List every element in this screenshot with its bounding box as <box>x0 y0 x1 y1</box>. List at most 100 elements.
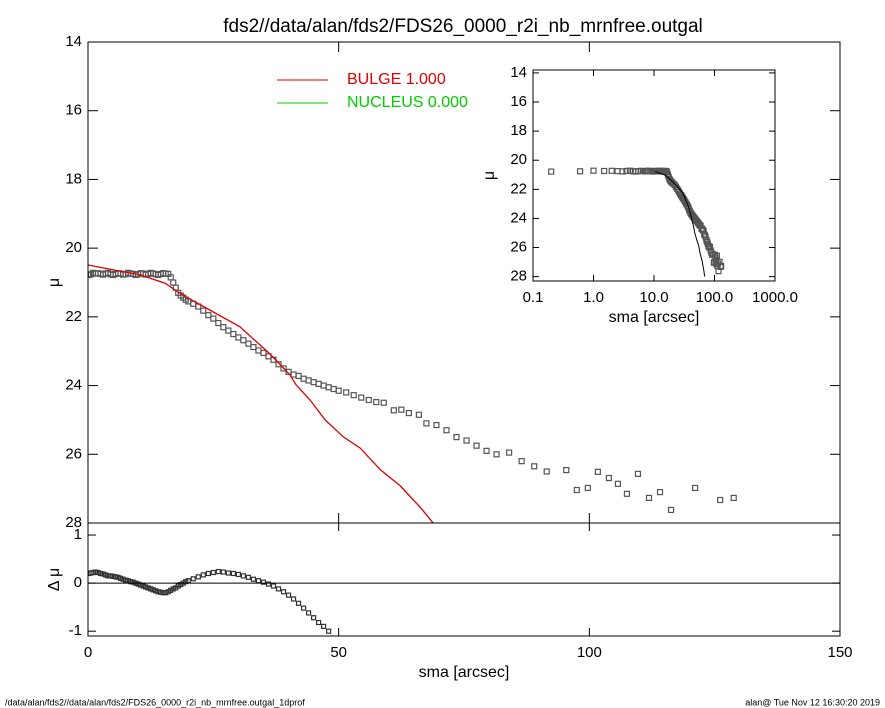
data-point <box>240 337 247 344</box>
data-point <box>563 466 570 474</box>
data-point <box>543 468 550 475</box>
data-point <box>305 610 312 616</box>
data-point <box>343 389 350 396</box>
data-point <box>706 243 714 250</box>
y-tick-label: 26 <box>65 445 82 462</box>
data-point <box>270 583 277 589</box>
data-point <box>594 468 601 475</box>
y-tick-label: 0 <box>74 574 82 591</box>
data-point <box>634 470 642 477</box>
data-point <box>405 409 412 417</box>
data-point <box>200 307 207 314</box>
x-tick-label: 1.0 <box>583 289 604 306</box>
data-point <box>358 394 365 401</box>
y-tick-label: 18 <box>65 170 82 187</box>
x-tick-label: 100 <box>577 644 602 661</box>
y-axis-label: μ <box>46 278 63 287</box>
data-point <box>518 458 525 465</box>
data-point <box>280 365 287 372</box>
data-point <box>220 324 227 331</box>
y-axis-label: μ <box>481 171 498 180</box>
plot-area <box>88 568 332 634</box>
data-point <box>285 592 292 598</box>
data-point <box>255 347 262 354</box>
data-point <box>295 372 302 380</box>
y-tick-label: 24 <box>510 209 527 226</box>
data-point <box>225 327 232 334</box>
y-tick-label: 14 <box>65 33 82 50</box>
data-point <box>235 334 242 341</box>
data-point <box>316 619 322 626</box>
data-point <box>645 494 653 502</box>
data-point <box>220 569 226 575</box>
data-point <box>225 570 231 576</box>
data-point <box>605 474 612 482</box>
y-tick-label: 26 <box>510 238 527 255</box>
footer-right: alan@ Tue Nov 12 16:30:20 2019 <box>745 697 880 707</box>
data-point <box>350 392 357 399</box>
data-point <box>260 579 267 585</box>
data-point <box>190 576 196 582</box>
data-point <box>215 319 222 327</box>
data-point <box>573 486 580 494</box>
legend-label: NUCLEUS 0.000 <box>347 94 468 111</box>
data-point <box>305 377 312 384</box>
x-tick-label: 10.0 <box>639 289 668 306</box>
model-line <box>654 171 706 277</box>
data-point <box>260 349 267 357</box>
data-point <box>531 463 538 470</box>
data-point <box>608 167 615 174</box>
x-tick-label: 150 <box>827 644 852 661</box>
y-tick-label: 22 <box>510 180 527 197</box>
plot-frame <box>87 41 841 524</box>
data-point <box>623 490 631 497</box>
data-point <box>255 578 262 584</box>
data-point <box>230 330 237 338</box>
data-point <box>295 600 302 606</box>
data-point <box>300 375 307 382</box>
data-point <box>415 411 422 418</box>
data-point <box>656 488 664 496</box>
chart-title: fds2//data/alan/fds2/FDS26_0000_r2i_nb_m… <box>223 16 703 37</box>
x-tick-label: 0 <box>84 644 92 661</box>
data-point <box>230 570 236 577</box>
data-point <box>335 387 342 394</box>
data-point <box>717 496 724 504</box>
y-tick-label: 22 <box>65 308 82 325</box>
data-point <box>325 384 332 391</box>
data-point <box>205 312 212 319</box>
data-point <box>265 353 272 360</box>
data-point <box>330 385 337 393</box>
y-tick-label: 20 <box>65 239 82 256</box>
footer-left: /data/alan/fds2//data/alan/fds2/FDS26_00… <box>5 697 305 707</box>
data-point <box>170 279 177 286</box>
data-point <box>275 586 282 592</box>
data-point <box>300 605 307 611</box>
data-point <box>380 399 387 406</box>
y-tick-label: 1 <box>74 526 82 543</box>
plot-frame <box>87 522 841 637</box>
data-point <box>245 340 252 347</box>
data-point <box>240 573 247 579</box>
data-point <box>200 572 206 578</box>
data-point <box>275 361 282 368</box>
data-point <box>315 380 322 387</box>
data-point <box>320 382 327 389</box>
data-point <box>548 168 555 175</box>
data-point <box>250 343 257 351</box>
data-point <box>423 420 430 427</box>
x-tick-label: 50 <box>330 644 347 661</box>
data-point <box>443 427 450 434</box>
x-tick-label: 100.0 <box>696 289 734 306</box>
data-point <box>718 262 725 270</box>
data-point <box>584 484 591 492</box>
data-point <box>365 396 372 404</box>
y-tick-label: 28 <box>65 514 82 531</box>
data-point <box>390 407 397 414</box>
data-point <box>576 168 584 175</box>
data-point <box>692 484 699 492</box>
data-point <box>703 237 710 244</box>
data-point <box>290 371 297 378</box>
y-tick-label: 16 <box>65 102 82 119</box>
